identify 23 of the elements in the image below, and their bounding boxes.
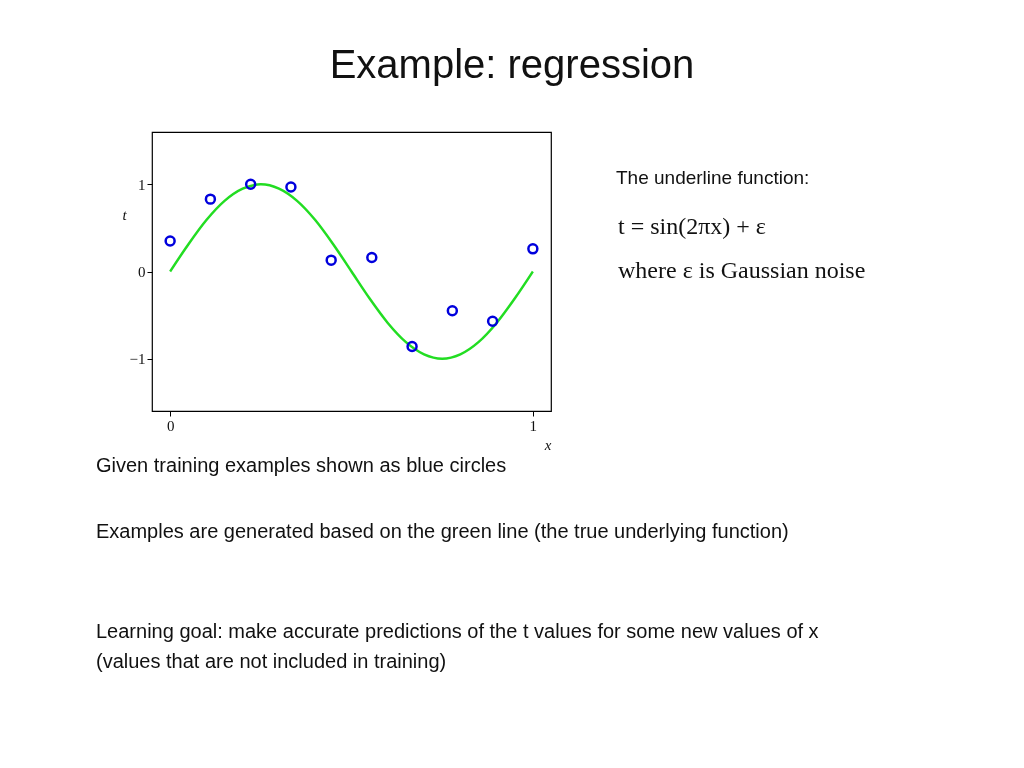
- y-tick-label: 0: [138, 264, 146, 280]
- point: [164, 235, 176, 247]
- point: [527, 243, 539, 255]
- point: [366, 251, 378, 264]
- text: The underline function:: [616, 166, 811, 190]
- text: t = sin(2πx) + ε: [618, 212, 767, 241]
- point: [446, 305, 459, 317]
- point: [406, 340, 418, 353]
- text: Learning goal: make accurate predictions of the t values for some new values of x (values that are not included in training): [96, 619, 820, 674]
- x-axis-title: x: [543, 436, 552, 453]
- text: Examples are generated based on the green line (the true underlying function): [96, 519, 790, 544]
- text: Given training examples shown as blue circles: [96, 454, 507, 476]
- point: [325, 254, 337, 266]
- text: where ε is Gaussian noise: [618, 256, 867, 285]
- y-axis-title: t: [122, 206, 128, 223]
- chart-title: Example: regression: [328, 42, 696, 87]
- y-tick-label: 1: [138, 176, 146, 193]
- line-series: [168, 183, 535, 360]
- point: [486, 315, 499, 327]
- point: [285, 181, 297, 193]
- y-tick-label: −1: [129, 351, 146, 368]
- point: [244, 178, 257, 191]
- point: [204, 193, 217, 205]
